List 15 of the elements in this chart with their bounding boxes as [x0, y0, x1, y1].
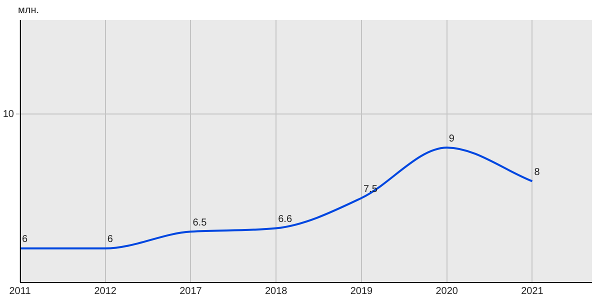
data-label: 8 — [534, 166, 540, 178]
data-label: 6 — [22, 234, 28, 246]
x-tick-label: 2018 — [264, 286, 288, 297]
ref-line-label: 10 — [2, 108, 14, 120]
x-tick-label: 2021 — [521, 286, 544, 297]
x-tick-label: 2011 — [9, 286, 32, 297]
x-tick-label: 2017 — [180, 286, 202, 297]
data-label: 6 — [107, 234, 114, 246]
data-label: 9 — [448, 133, 455, 144]
x-tick-label: 2019 — [350, 286, 374, 297]
x-tick-label: 2020 — [436, 286, 458, 297]
y-axis-title: млн. — [18, 4, 40, 16]
data-label: 6.6 — [278, 214, 292, 226]
x-tick-label: 2012 — [94, 286, 117, 297]
data-label: 6.5 — [192, 217, 208, 228]
